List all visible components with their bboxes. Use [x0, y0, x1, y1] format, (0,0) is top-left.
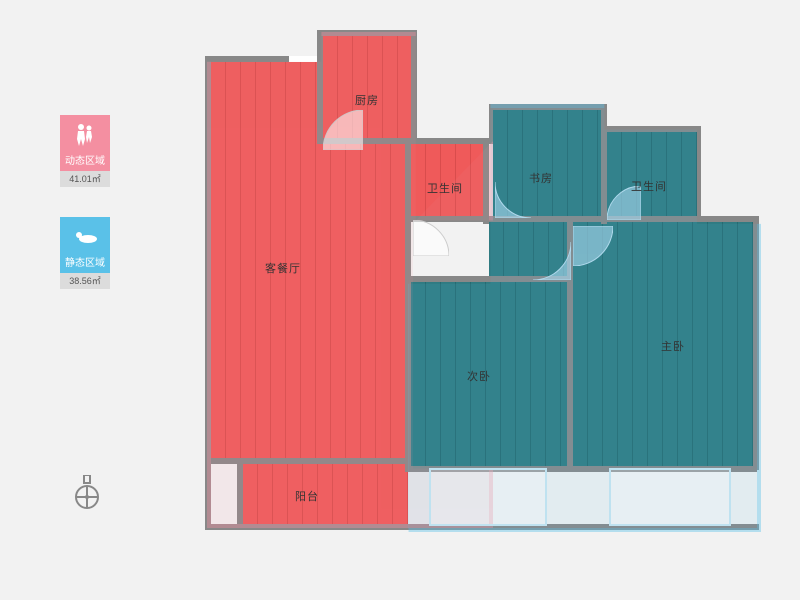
window	[609, 468, 731, 526]
floor-plan: 客餐厅 厨房 卫生间 阳台 书房 卫生间 主卧 次卧	[205, 30, 761, 552]
legend-panel: 动态区域 41.01㎡ 静态区域 38.56㎡	[60, 115, 118, 289]
compass-icon	[72, 475, 102, 516]
label-balcony: 阳台	[295, 488, 319, 504]
door-arc-icon	[413, 220, 449, 256]
legend-static-value: 38.56㎡	[60, 273, 110, 289]
people-icon	[72, 121, 98, 147]
label-bath2: 卫生间	[631, 178, 667, 194]
label-living: 客餐厅	[265, 260, 301, 276]
sleep-icon	[71, 225, 99, 247]
label-master: 主卧	[661, 338, 685, 354]
label-second: 次卧	[467, 368, 491, 384]
legend-dynamic-title: 动态区域	[60, 153, 110, 171]
window	[429, 468, 547, 526]
legend-static: 静态区域 38.56㎡	[60, 217, 110, 289]
legend-dynamic: 动态区域 41.01㎡	[60, 115, 110, 187]
legend-static-icon	[60, 217, 110, 255]
label-study: 书房	[529, 170, 553, 186]
legend-static-title: 静态区域	[60, 255, 110, 273]
label-bath1: 卫生间	[427, 180, 463, 196]
legend-dynamic-icon	[60, 115, 110, 153]
legend-dynamic-value: 41.01㎡	[60, 171, 110, 187]
label-kitchen: 厨房	[355, 92, 379, 108]
